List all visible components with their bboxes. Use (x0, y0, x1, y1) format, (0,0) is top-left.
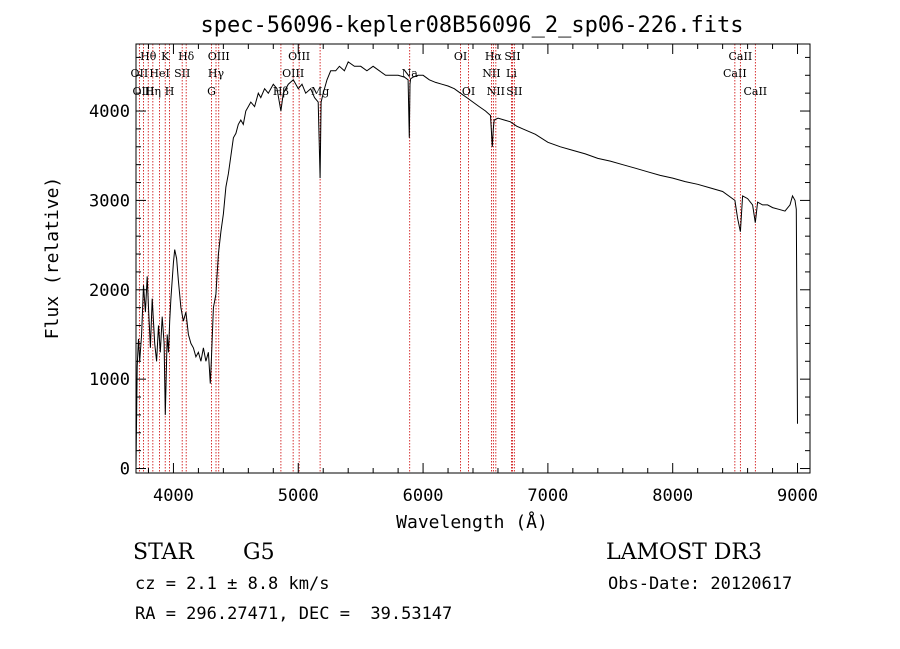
redshift-value: cz = 2.1 ± 8.8 km/s (135, 574, 330, 594)
line-label: SII (504, 50, 520, 63)
line-label: CaII (729, 50, 753, 63)
line-label: SII (174, 67, 190, 80)
y-axis-label: Flux (relative) (42, 177, 63, 340)
chart-title: spec-56096-kepler08B56096_2_sp06-226.fit… (200, 13, 743, 38)
line-label: SII (506, 85, 522, 98)
line-label: Hθ (140, 50, 157, 63)
sky-coordinates: RA = 296.27471, DEC = 39.53147 (135, 604, 453, 624)
line-label: OIII (208, 50, 230, 63)
y-tick-label: 3000 (89, 191, 130, 211)
y-axis-ticks: 0 1000 2000 3000 4000 (89, 56, 810, 480)
line-label: CaII (743, 85, 767, 98)
line-label: NII (487, 85, 505, 98)
x-tick-label: 6000 (403, 486, 444, 506)
y-tick-label: 4000 (89, 102, 130, 122)
y-tick-label: 2000 (89, 281, 130, 301)
line-label: K (161, 50, 170, 63)
observation-date: Obs-Date: 20120617 (608, 574, 793, 594)
line-label: Hγ (208, 67, 225, 80)
line-label: OI (462, 85, 475, 98)
x-tick-label: 8000 (652, 486, 693, 506)
survey-name: LAMOST DR3 (606, 540, 762, 565)
line-label: Hα (485, 50, 503, 63)
line-label: Li (506, 67, 517, 80)
x-axis-ticks: 4000 5000 6000 7000 8000 9000 (147, 44, 818, 506)
line-label: H (165, 85, 175, 98)
line-label: HeI (149, 67, 169, 80)
object-subclass: G5 (243, 540, 275, 565)
line-label: OIII (132, 85, 154, 98)
line-label: Na (402, 67, 419, 80)
x-tick-label: 5000 (278, 486, 319, 506)
object-class: STAR (133, 540, 194, 565)
y-tick-label: 1000 (89, 370, 130, 390)
line-label: Hδ (178, 50, 195, 63)
spectrum-series-line (135, 61, 798, 469)
line-label: OIII (288, 50, 310, 63)
x-tick-label: 7000 (527, 486, 568, 506)
line-label: CaII (723, 67, 747, 80)
line-label: NII (482, 67, 500, 80)
line-label: OII (131, 67, 149, 80)
plot-frame (135, 43, 811, 474)
x-axis-label: Wavelength (Å) (396, 511, 548, 533)
x-tick-label: 4000 (153, 486, 194, 506)
line-label: G (207, 85, 216, 98)
x-tick-label: 9000 (777, 486, 818, 506)
line-markers (138, 44, 756, 473)
line-label: OI (454, 50, 467, 63)
line-label: Hη (145, 85, 161, 98)
y-tick-label: 0 (120, 460, 130, 480)
line-label: OIII (282, 67, 304, 80)
